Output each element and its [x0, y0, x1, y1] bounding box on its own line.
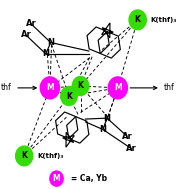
- Text: N: N: [99, 125, 106, 134]
- Text: K(thf)₃: K(thf)₃: [150, 17, 177, 23]
- Text: M: M: [53, 174, 60, 183]
- Text: M: M: [46, 83, 54, 92]
- Text: K: K: [66, 91, 72, 101]
- Text: K(thf)₃: K(thf)₃: [37, 153, 63, 159]
- Text: Ar: Ar: [126, 144, 136, 153]
- Text: Ar: Ar: [25, 19, 36, 28]
- Circle shape: [72, 77, 89, 95]
- Text: K: K: [21, 151, 27, 160]
- Text: N: N: [42, 49, 49, 58]
- Text: thf: thf: [164, 83, 175, 92]
- Circle shape: [50, 171, 63, 186]
- Text: Ar: Ar: [21, 30, 31, 40]
- Circle shape: [108, 77, 127, 99]
- Text: Ar: Ar: [122, 132, 132, 141]
- Text: = Ca, Yb: = Ca, Yb: [71, 174, 107, 183]
- Circle shape: [16, 146, 33, 166]
- Circle shape: [40, 77, 60, 99]
- Text: K: K: [78, 81, 84, 91]
- Circle shape: [61, 87, 77, 105]
- Circle shape: [129, 10, 146, 30]
- Text: thf: thf: [1, 83, 12, 92]
- Text: M: M: [114, 83, 122, 92]
- Text: K: K: [135, 15, 141, 24]
- Text: N: N: [103, 114, 111, 123]
- Text: N: N: [47, 38, 54, 47]
